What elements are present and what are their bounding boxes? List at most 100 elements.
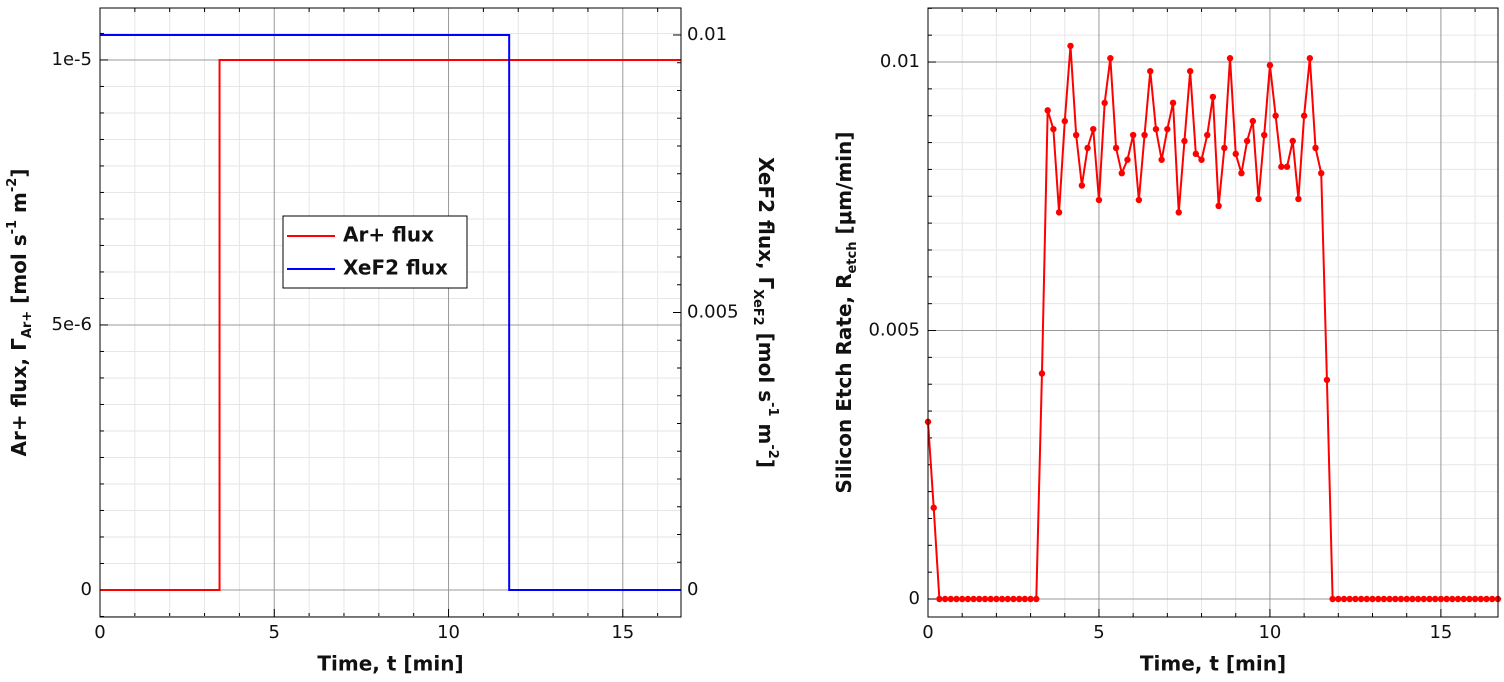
data-point: [1460, 595, 1467, 603]
axis-label-part: -1: [765, 402, 780, 416]
data-point: [1255, 195, 1262, 203]
data-point: [1466, 595, 1473, 603]
axis-label-part: XeF2: [750, 289, 765, 325]
axis-label-part: m: [755, 417, 779, 445]
data-point: [1044, 107, 1051, 114]
data-point: [1055, 209, 1063, 216]
plot-area: [100, 8, 681, 617]
data-point: [1335, 595, 1342, 603]
data-point: [1221, 144, 1228, 152]
data-point: [1033, 595, 1040, 603]
axis-label-part: Ar+: [20, 311, 35, 338]
data-point: [1346, 595, 1353, 603]
data-point: [1198, 156, 1205, 163]
data-point: [953, 595, 960, 603]
axis-label-part: [mol s: [755, 326, 779, 402]
data-point: [1084, 144, 1091, 152]
data-point: [1449, 595, 1456, 603]
x-tick-label: 15: [611, 622, 634, 643]
plot: 0 5 10 15 0 5e-6 1e-5 0 0.005 0.01 Ar+ flux XeF2 fl…: [52, 7, 739, 643]
data-point: [1118, 169, 1125, 177]
axis-label-part: Silicon Etch Rate, R: [832, 274, 856, 494]
data-point: [1101, 99, 1108, 107]
data-point: [1392, 595, 1399, 603]
axis-label-part: -2: [765, 444, 780, 458]
data-point: [1375, 595, 1382, 603]
axis-label-part: ]: [755, 459, 779, 468]
x-tick-label: 5: [269, 622, 280, 643]
axis-label-part: m: [7, 192, 31, 220]
y2-tick-label: 0.01: [687, 24, 727, 45]
data-point: [936, 595, 943, 603]
data-point: [998, 595, 1006, 603]
data-point: [1021, 595, 1029, 603]
x-tick-label: 10: [1258, 622, 1281, 643]
data-point: [1238, 169, 1245, 177]
data-point: [1261, 131, 1268, 139]
y-tick-label: 0: [81, 579, 92, 600]
x-tick-label: 15: [1429, 622, 1452, 643]
axis-label-part: etch: [845, 242, 860, 274]
data-point: [1414, 595, 1422, 603]
data-point: [1090, 125, 1097, 133]
data-point: [1278, 163, 1285, 170]
data-point: [1038, 370, 1046, 377]
data-point: [1426, 595, 1433, 603]
data-point: [1272, 112, 1279, 119]
legend-label: XeF2 flux: [343, 256, 448, 280]
data-point: [1318, 169, 1325, 177]
data-point: [1386, 595, 1393, 603]
legend: Ar+ flux XeF2 flux: [282, 215, 468, 289]
data-point: [1403, 595, 1410, 603]
data-point: [1352, 595, 1359, 603]
data-point: [1135, 196, 1143, 204]
data-point: [941, 595, 949, 603]
y-tick-label: 0.005: [868, 320, 920, 341]
plot-frame: [99, 7, 682, 618]
data-point: [987, 595, 994, 603]
data-point: [1061, 117, 1068, 125]
data-point: [1471, 595, 1479, 603]
data-point: [1443, 595, 1450, 603]
data-point: [1283, 163, 1291, 170]
data-point: [1420, 595, 1428, 603]
data-point: [1397, 595, 1405, 603]
data-point: [1010, 595, 1017, 603]
data-point: [1050, 125, 1057, 133]
data-point: [1295, 195, 1302, 203]
data-point: [1095, 196, 1103, 204]
data-point: [1164, 125, 1171, 133]
data-point: [1409, 595, 1416, 603]
data-point: [1186, 67, 1194, 75]
axis-label-part: -2: [5, 178, 20, 192]
data-point: [1072, 131, 1080, 139]
data-point: [958, 595, 966, 603]
data-point: [1112, 144, 1120, 152]
data-point: [1215, 202, 1222, 210]
data-point: [964, 595, 972, 603]
data-point: [1369, 595, 1376, 603]
axis-label-part: XeF2 flux, Γ: [755, 157, 779, 290]
y-tick-label: 0: [909, 588, 920, 609]
x-tick-label: 5: [1093, 622, 1104, 643]
x-axis-label: Time, t [min]: [1140, 652, 1286, 676]
data-point: [1340, 595, 1348, 603]
axis-label: XeF2 flux, ΓXeF2 [mol s-1 m-2]: [750, 157, 780, 468]
data-point: [1181, 137, 1188, 145]
data-point: [1067, 42, 1074, 50]
axis-label-part: [μm/min]: [832, 131, 856, 241]
data-point: [1306, 55, 1314, 62]
data-point: [1078, 182, 1086, 189]
data-point: [1300, 112, 1308, 119]
legend-box: [282, 215, 468, 289]
data-point: [1454, 595, 1462, 603]
series-line: [100, 33, 681, 592]
axis-label: Silicon Etch Rate, Retch [μm/min]: [832, 131, 861, 493]
data-point: [1004, 595, 1011, 603]
data-point: [1175, 209, 1182, 216]
data-point: [1312, 144, 1319, 152]
data-point: [1027, 595, 1034, 603]
data-point: [1380, 595, 1388, 603]
